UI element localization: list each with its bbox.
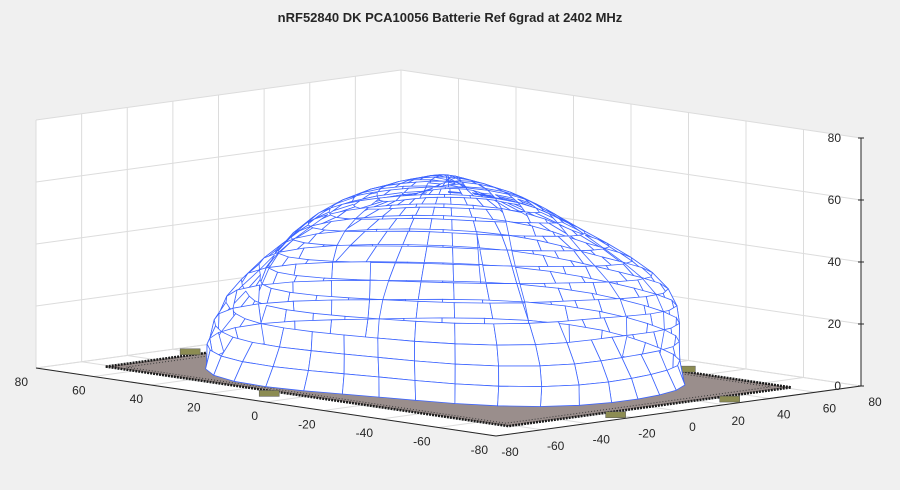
surface-patch xyxy=(377,337,416,362)
x-axis-line xyxy=(35,367,497,437)
surface-patch xyxy=(479,248,513,267)
board-connector xyxy=(258,390,280,397)
surface-patch xyxy=(493,322,537,346)
board-connector xyxy=(179,348,201,356)
y-tick-label: -40 xyxy=(593,433,611,447)
x-tick-label: -40 xyxy=(356,426,374,440)
z-tick-label: 40 xyxy=(828,255,842,269)
grid-line xyxy=(35,131,402,183)
surface-patch xyxy=(540,384,580,407)
surface-patch xyxy=(454,343,500,367)
surface-patch xyxy=(303,370,345,395)
y-tick-label: -60 xyxy=(547,439,565,453)
z-tick-label: 20 xyxy=(828,317,842,331)
surface-patch xyxy=(382,280,422,302)
grid-line xyxy=(400,69,862,139)
chart-title: nRF52840 DK PCA10056 Batterie Ref 6grad … xyxy=(278,10,623,25)
surface-patch xyxy=(539,363,580,388)
surface-patch xyxy=(388,262,425,283)
y-tick-label: 40 xyxy=(777,408,791,422)
surface-patch xyxy=(331,261,372,282)
z-tick-label: 80 xyxy=(828,131,842,145)
x-tick-label: 0 xyxy=(251,409,258,423)
surface-patch xyxy=(454,383,500,407)
surface-patch xyxy=(414,320,456,345)
y-tick-label: 0 xyxy=(689,420,696,434)
surface-patch xyxy=(265,366,309,392)
y-tick-label: -80 xyxy=(501,445,519,459)
surface-patch xyxy=(414,380,456,404)
board-connector xyxy=(719,395,740,403)
surface-patch xyxy=(454,363,500,387)
z-tick-label: 60 xyxy=(828,193,842,207)
surface-patch xyxy=(496,344,541,367)
surface-patch xyxy=(343,334,379,358)
surface-patch xyxy=(482,264,518,285)
x-tick-label: 60 xyxy=(72,384,86,398)
y-tick-label: 20 xyxy=(731,414,745,428)
tick-labels: 0 20 40 60 80 80 60 40 20 0 -20 -40 -60 -80 -80 -60 -40 -… xyxy=(15,131,882,459)
x-tick-label: -20 xyxy=(298,418,316,432)
surface-patch xyxy=(423,246,454,265)
surface-patch xyxy=(578,381,613,406)
surface-patch xyxy=(378,376,417,401)
y-tick-label: 80 xyxy=(868,395,882,409)
x-tick-label: 80 xyxy=(15,375,29,389)
board-connector xyxy=(605,411,626,418)
surface-patch xyxy=(497,385,543,407)
radiation-surface xyxy=(205,174,686,407)
surface-patch xyxy=(414,360,456,385)
surface-patch xyxy=(414,340,456,365)
z-tick-label: 0 xyxy=(834,379,841,393)
y-tick-label: -20 xyxy=(638,426,656,440)
surface-patch xyxy=(343,353,380,378)
x-tick-label: -60 xyxy=(413,435,431,449)
surface-patch xyxy=(310,331,345,355)
grid-line xyxy=(400,131,862,201)
x-tick-label: 40 xyxy=(130,392,144,406)
y-axis-line xyxy=(495,385,862,437)
grid-line xyxy=(35,69,402,121)
surface-patch xyxy=(377,356,416,381)
surface-patch xyxy=(341,373,380,398)
surface-patch xyxy=(307,350,345,375)
surface-patch xyxy=(498,365,543,388)
surface-patch xyxy=(420,262,455,284)
surface-patch xyxy=(454,322,498,346)
surface-patch xyxy=(377,318,417,342)
y-tick-label: 60 xyxy=(823,401,837,415)
x-tick-label: -80 xyxy=(471,443,489,457)
x-tick-label: 20 xyxy=(187,401,201,415)
